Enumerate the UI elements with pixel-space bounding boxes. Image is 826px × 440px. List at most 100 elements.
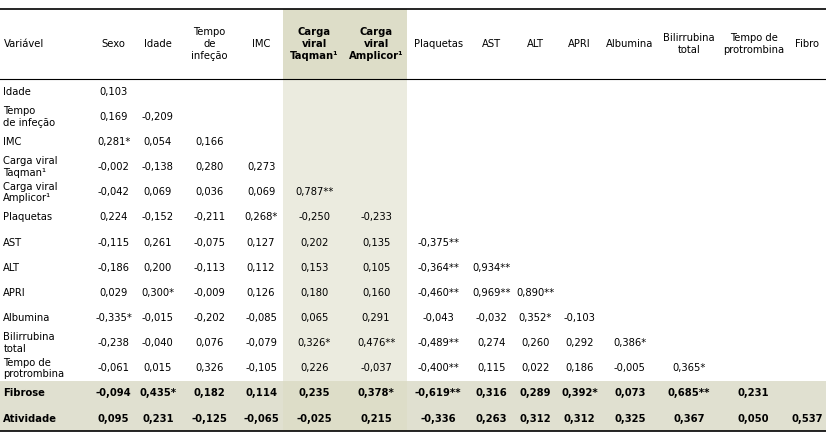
Text: 0,076: 0,076 [195,338,224,348]
Bar [345,381,407,406]
Text: Bilirrubina
total: Bilirrubina total [3,332,55,354]
Text: Tempo de
protrombina: Tempo de protrombina [3,358,64,379]
Text: 0,326: 0,326 [195,363,224,374]
Bar [283,381,345,406]
Text: 0,069: 0,069 [247,187,275,198]
Text: 0,153: 0,153 [300,263,329,273]
Text: 0,352*: 0,352* [519,313,552,323]
Text: -0,186: -0,186 [97,263,130,273]
Text: Plaquetas: Plaquetas [414,39,463,49]
Text: 0,685**: 0,685** [667,389,710,399]
Text: 0,312: 0,312 [520,414,551,424]
Text: -0,460**: -0,460** [417,288,459,298]
Text: 0,235: 0,235 [298,389,330,399]
Text: AST: AST [3,238,22,248]
Text: -0,015: -0,015 [142,313,173,323]
Text: 0,392*: 0,392* [562,389,598,399]
Text: -0,250: -0,250 [298,213,330,223]
Text: -0,400**: -0,400** [417,363,459,374]
Text: 0,537: 0,537 [791,414,823,424]
Text: Sexo: Sexo [102,39,126,49]
Text: 0,890**: 0,890** [516,288,554,298]
Text: Albumina: Albumina [3,313,50,323]
Text: 0,300*: 0,300* [141,288,174,298]
Text: Variável: Variável [4,39,45,49]
Text: 0,268*: 0,268* [244,213,278,223]
Text: Carga viral
Taqman¹: Carga viral Taqman¹ [3,156,58,178]
Bar [283,9,345,431]
Text: Idade: Idade [3,87,31,97]
Text: -0,125: -0,125 [192,414,227,424]
Text: 0,378*: 0,378* [358,389,395,399]
Text: 0,054: 0,054 [144,137,172,147]
Text: 0,200: 0,200 [144,263,172,273]
Text: 0,261: 0,261 [144,238,172,248]
Text: 0,180: 0,180 [300,288,328,298]
Text: 0,126: 0,126 [247,288,275,298]
Text: 0,231: 0,231 [142,414,173,424]
Text: Albumina: Albumina [606,39,653,49]
Text: -0,115: -0,115 [97,238,130,248]
Bar [0,381,826,406]
Text: 0,015: 0,015 [144,363,172,374]
Text: 0,069: 0,069 [144,187,172,198]
Text: Fibro: Fibro [795,39,819,49]
Text: Carga
viral
Taqman¹: Carga viral Taqman¹ [290,27,339,61]
Text: 0,202: 0,202 [300,238,329,248]
Text: 0,115: 0,115 [477,363,506,374]
Text: 0,274: 0,274 [477,338,506,348]
Text: 0,289: 0,289 [520,389,551,399]
Text: Tempo
de infeção: Tempo de infeção [3,106,55,128]
Text: -0,002: -0,002 [97,162,130,172]
Text: 0,435*: 0,435* [140,389,177,399]
Bar [345,406,407,431]
Text: -0,009: -0,009 [193,288,225,298]
Text: 0,365*: 0,365* [672,363,705,374]
Text: -0,037: -0,037 [360,363,392,374]
Text: 0,476**: 0,476** [357,338,396,348]
Text: 0,169: 0,169 [99,112,128,122]
Text: 0,127: 0,127 [247,238,275,248]
Text: -0,005: -0,005 [614,363,646,374]
Bar [0,406,826,431]
Text: 0,112: 0,112 [247,263,275,273]
Text: 0,105: 0,105 [362,263,391,273]
Text: -0,152: -0,152 [142,213,174,223]
Text: -0,489**: -0,489** [417,338,459,348]
Bar [283,406,345,431]
Text: Bilirrubina
total: Bilirrubina total [663,33,714,55]
Text: 0,186: 0,186 [566,363,594,374]
Text: Carga viral
Amplicor¹: Carga viral Amplicor¹ [3,182,58,203]
Text: 0,036: 0,036 [195,187,224,198]
Text: 0,292: 0,292 [566,338,594,348]
Text: IMC: IMC [3,137,21,147]
Text: -0,209: -0,209 [142,112,173,122]
Text: -0,075: -0,075 [193,238,225,248]
Text: 0,281*: 0,281* [97,137,131,147]
Text: -0,042: -0,042 [97,187,130,198]
Text: 0,065: 0,065 [300,313,329,323]
Text: -0,335*: -0,335* [95,313,132,323]
Text: Tempo
de
infeção: Tempo de infeção [191,27,228,61]
Text: Carga
viral
Amplicor¹: Carga viral Amplicor¹ [349,27,403,61]
Text: 0,103: 0,103 [99,87,128,97]
Text: -0,375**: -0,375** [417,238,459,248]
Text: IMC: IMC [252,39,270,49]
Text: APRI: APRI [3,288,26,298]
Text: -0,043: -0,043 [422,313,454,323]
Text: 0,231: 0,231 [738,389,770,399]
Text: -0,065: -0,065 [243,414,279,424]
Text: 0,022: 0,022 [521,363,549,374]
Text: 0,367: 0,367 [673,414,705,424]
Text: 0,182: 0,182 [193,389,225,399]
Text: 0,934**: 0,934** [472,263,510,273]
Text: -0,238: -0,238 [97,338,130,348]
Text: -0,094: -0,094 [96,389,131,399]
Text: Plaquetas: Plaquetas [3,213,52,223]
Text: 0,215: 0,215 [360,414,392,424]
Text: -0,364**: -0,364** [417,263,459,273]
Text: 0,969**: 0,969** [472,288,510,298]
Text: -0,025: -0,025 [297,414,332,424]
Text: 0,273: 0,273 [247,162,275,172]
Text: -0,336: -0,336 [420,414,456,424]
